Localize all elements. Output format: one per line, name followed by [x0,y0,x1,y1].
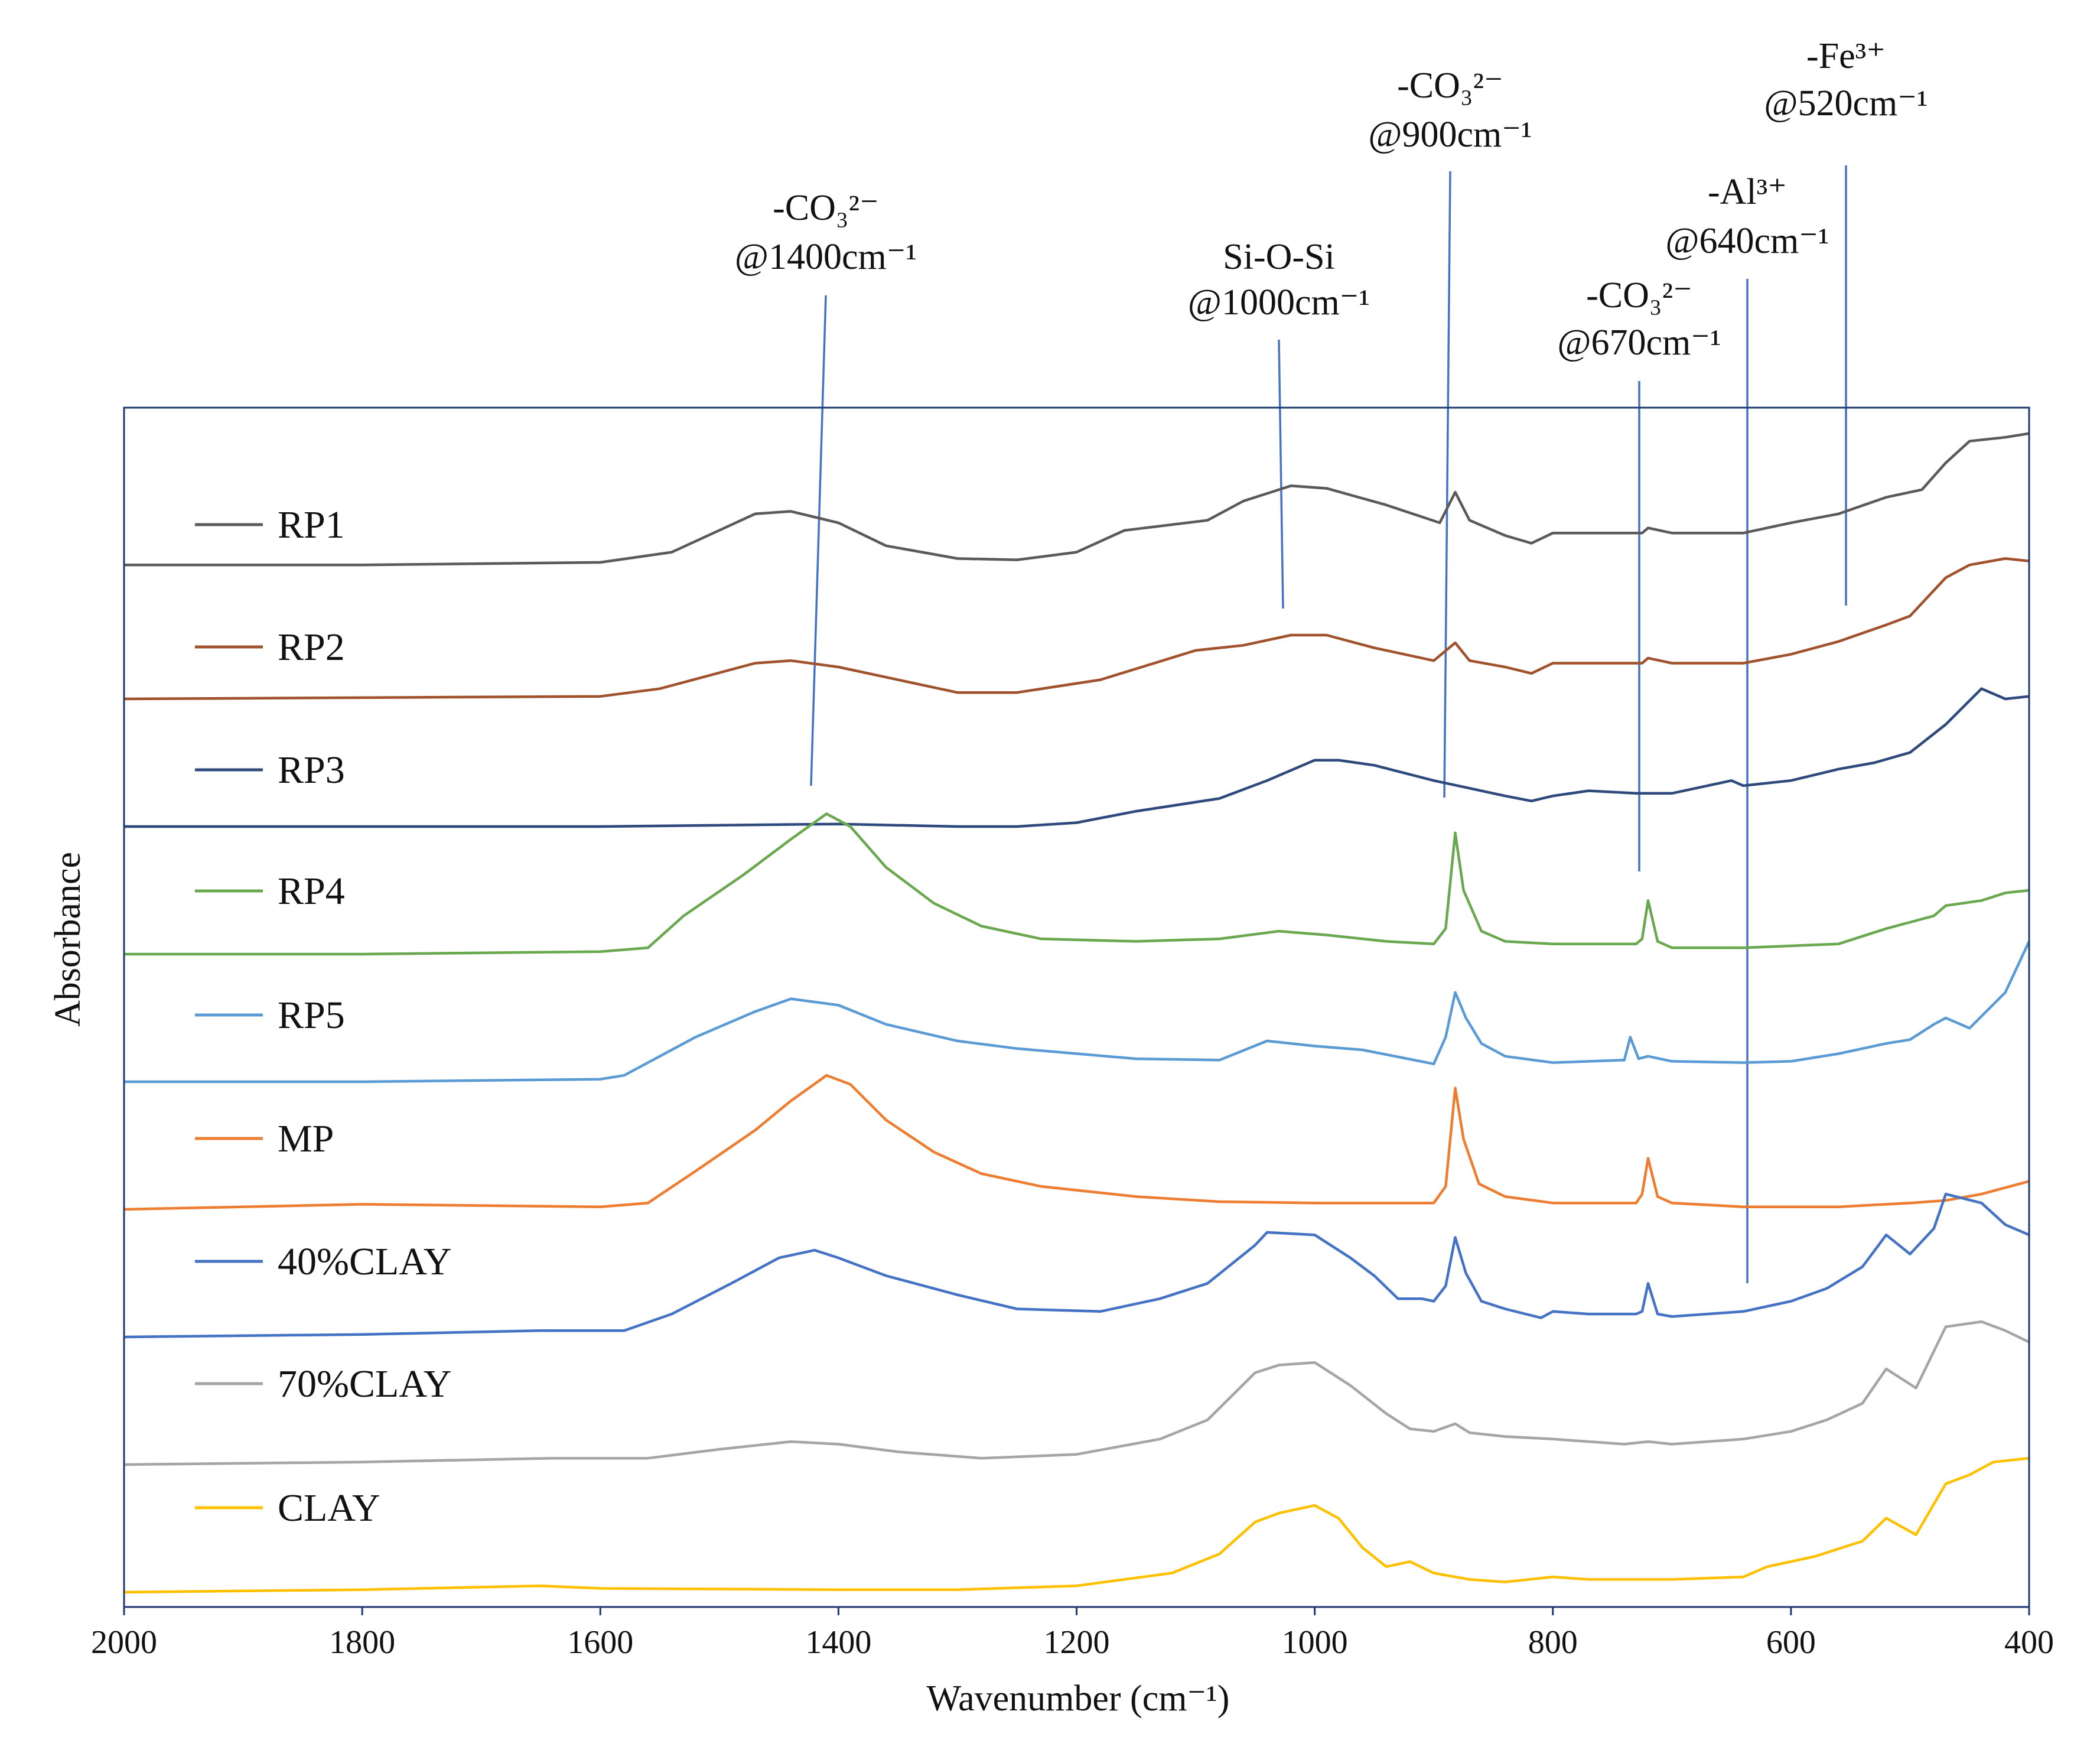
x-tick-label: 1000 [1282,1624,1348,1661]
annotation-co3-900-leader [1443,171,1451,798]
annotation-fe-520-position: @520cm⁻¹ [1764,83,1928,123]
annotation-co3-900-group: -CO₃²⁻ [1397,66,1503,106]
series-line-rp5 [124,941,2031,1084]
legend-layer: RP1 RP2 RP3 RP4 RP5 MP 40%CLAY 70%CLAY CLAY [195,503,452,1530]
series-layer [123,432,2031,1594]
legend-label-mp: MP [278,1117,334,1160]
legend-label-rp5: RP5 [278,994,345,1037]
series-line-70pctclay [123,1320,2030,1466]
legend-label-rp4: RP4 [278,870,345,913]
series-line-clay [123,1456,2030,1594]
x-tick-label: 1400 [805,1624,871,1661]
plot-frame [123,406,2030,1608]
annotation-al-640-group: -Al³⁺ [1708,172,1787,212]
series-line-mp [123,1073,2030,1211]
legend-label-40pctclay: 40%CLAY [278,1240,452,1283]
x-tick-label: 800 [1528,1624,1578,1661]
y-axis-title: Absorbance [48,852,88,1027]
x-tick-label: 1200 [1044,1624,1110,1661]
annotation-co3-670-group: -CO₃²⁻ [1586,275,1692,315]
annotation-co3-1400-group: -CO₃²⁻ [773,188,879,228]
x-axis-title: Wavenumber (cm⁻¹) [927,1678,1230,1719]
annotation-co3-1400-leader [810,295,827,786]
annotation-al-640-position: @640cm⁻¹ [1665,221,1829,261]
x-tick-label: 2000 [91,1624,157,1661]
series-line-rp4 [124,812,2030,956]
legend-label-rp2: RP2 [278,626,345,669]
legend-label-rp3: RP3 [278,749,345,792]
annotation-layer: -CO₃²⁻ @1400cm⁻¹ Si-O-Si @1000cm⁻¹ -CO₃²⁻ @90… [735,36,1928,1283]
series-line-40pctclay [123,1192,2030,1339]
x-axis: 2000 1800 1600 1400 1200 1000 800 600 400 [91,1607,2054,1661]
legend-label-rp1: RP1 [278,503,345,546]
series-line-rp2 [123,557,2030,701]
annotation-sio-1000-group: Si-O-Si [1223,237,1334,277]
annotation-sio-1000-position: @1000cm⁻¹ [1188,282,1370,323]
series-line-rp1 [124,432,2030,567]
legend-label-clay: CLAY [278,1486,380,1530]
x-tick-label: 1600 [567,1624,633,1661]
annotation-fe-520-group: -Fe³⁺ [1806,36,1886,76]
x-tick-label: 1800 [329,1624,395,1661]
x-tick-label: 400 [2004,1624,2054,1661]
annotation-co3-900-position: @900cm⁻¹ [1368,115,1532,155]
x-tick-label: 600 [1766,1624,1816,1661]
annotation-co3-1400-position: @1400cm⁻¹ [735,237,917,277]
annotation-co3-670-position: @670cm⁻¹ [1557,323,1721,363]
legend-label-70pctclay: 70%CLAY [278,1362,452,1406]
annotation-sio-1000-leader [1278,339,1284,609]
series-line-rp3 [124,687,2030,828]
